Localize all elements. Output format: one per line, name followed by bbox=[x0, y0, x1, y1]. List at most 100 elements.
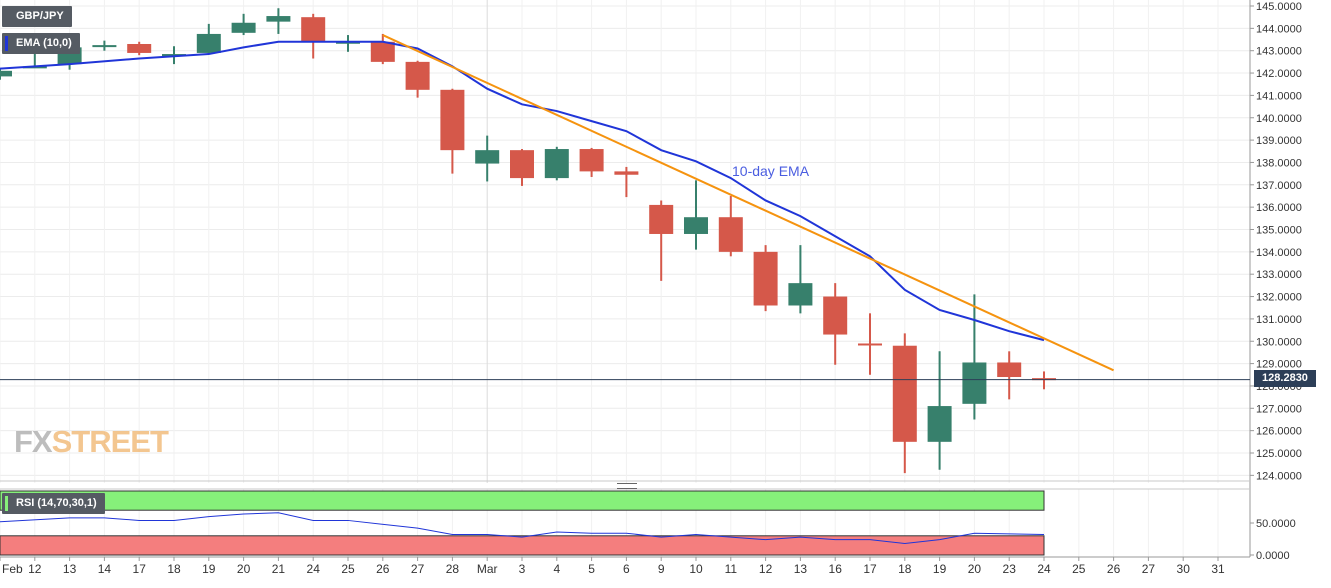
candle-body bbox=[997, 362, 1022, 378]
rsi-overbought-zone bbox=[0, 490, 1045, 511]
y-tick-label: 143.0000 bbox=[1256, 46, 1302, 58]
watermark-fx: FX bbox=[14, 424, 53, 459]
rsi-legend[interactable]: RSI (14,70,30,1) bbox=[2, 493, 105, 514]
x-tick-label: 5 bbox=[588, 562, 595, 576]
ema-label: EMA (10,0) bbox=[16, 37, 72, 49]
candle-body bbox=[823, 296, 848, 335]
x-tick-label: 31 bbox=[1211, 562, 1225, 576]
x-tick-label: 4 bbox=[553, 562, 560, 576]
x-tick-label: 10 bbox=[689, 562, 703, 576]
candle-body bbox=[962, 362, 987, 404]
ema-swatch bbox=[5, 36, 8, 51]
rsi-y-tick-label: 50.0000 bbox=[1256, 518, 1296, 530]
y-tick-label: 145.0000 bbox=[1256, 1, 1302, 13]
x-tick-label: 24 bbox=[307, 562, 321, 576]
y-tick-label: 142.0000 bbox=[1256, 68, 1302, 80]
candle-body bbox=[475, 150, 500, 164]
x-tick-label: 9 bbox=[658, 562, 665, 576]
x-tick-label: 30 bbox=[1177, 562, 1191, 576]
y-tick-label: 129.0000 bbox=[1256, 359, 1302, 371]
x-tick-label: 26 bbox=[1107, 562, 1121, 576]
candle-body bbox=[684, 217, 708, 234]
rsi-swatch bbox=[5, 496, 8, 511]
candle-body bbox=[718, 217, 743, 252]
x-tick-label: 17 bbox=[863, 562, 877, 576]
y-tick-label: 124.0000 bbox=[1256, 470, 1302, 482]
y-tick-label: 139.0000 bbox=[1256, 135, 1302, 147]
y-tick-label: 141.0000 bbox=[1256, 90, 1302, 102]
y-tick-label: 132.0000 bbox=[1256, 292, 1302, 304]
fxstreet-watermark: FXSTREET bbox=[14, 424, 169, 460]
candle-body bbox=[0, 70, 12, 77]
x-tick-label: 28 bbox=[446, 562, 460, 576]
x-tick-label: 13 bbox=[63, 562, 77, 576]
candle-body bbox=[440, 89, 465, 151]
y-tick-label: 133.0000 bbox=[1256, 269, 1302, 281]
rsi-y-tick-label: 0.0000 bbox=[1256, 550, 1290, 562]
x-tick-label: 20 bbox=[237, 562, 251, 576]
x-tick-label: Mar bbox=[477, 562, 498, 576]
y-tick-label: 138.0000 bbox=[1256, 157, 1302, 169]
x-tick-label: 19 bbox=[202, 562, 216, 576]
candle-body bbox=[92, 45, 117, 48]
x-tick-label: 26 bbox=[376, 562, 390, 576]
rsi-label: RSI (14,70,30,1) bbox=[16, 497, 97, 509]
y-tick-label: 127.0000 bbox=[1256, 403, 1302, 415]
candle-body bbox=[127, 43, 152, 53]
symbol-label: GBP/JPY bbox=[16, 10, 64, 22]
x-tick-label: 17 bbox=[133, 562, 147, 576]
candle-body bbox=[788, 283, 813, 306]
candle-body bbox=[927, 406, 952, 442]
candle-body bbox=[649, 204, 674, 234]
x-tick-label: 25 bbox=[341, 562, 355, 576]
y-tick-label: 136.0000 bbox=[1256, 202, 1302, 214]
x-tick-label: 12 bbox=[28, 562, 42, 576]
main-pane bbox=[0, 0, 1250, 483]
candle-body bbox=[301, 17, 326, 42]
x-tick-label: 13 bbox=[794, 562, 808, 576]
candle-body bbox=[753, 251, 778, 306]
ema-legend[interactable]: EMA (10,0) bbox=[2, 33, 80, 54]
resistance-trendline bbox=[382, 34, 1115, 372]
x-tick-label: 25 bbox=[1072, 562, 1086, 576]
candle-body bbox=[231, 22, 256, 33]
x-tick-label: Feb bbox=[2, 562, 23, 576]
x-tick-label: 11 bbox=[725, 562, 738, 576]
y-tick-label: 125.0000 bbox=[1256, 448, 1302, 460]
ema-line bbox=[0, 40, 1045, 342]
watermark-street: STREET bbox=[51, 424, 169, 459]
y-tick-label: 137.0000 bbox=[1256, 180, 1302, 192]
candle-body bbox=[370, 41, 395, 62]
candle-body bbox=[892, 345, 917, 442]
y-tick-label: 140.0000 bbox=[1256, 113, 1302, 125]
x-tick-label: 18 bbox=[167, 562, 181, 576]
x-tick-label: 3 bbox=[519, 562, 526, 576]
rsi-oversold-zone bbox=[0, 535, 1045, 556]
candle-body bbox=[579, 149, 604, 172]
x-tick-label: 6 bbox=[623, 562, 630, 576]
x-tick-label: 16 bbox=[829, 562, 843, 576]
candle-body bbox=[858, 343, 882, 346]
y-tick-label: 135.0000 bbox=[1256, 225, 1302, 237]
candle-body bbox=[196, 33, 221, 53]
y-tick-label: 131.0000 bbox=[1256, 314, 1302, 326]
y-tick-label: 130.0000 bbox=[1256, 336, 1302, 348]
x-tick-label: 12 bbox=[759, 562, 773, 576]
x-tick-label: 21 bbox=[272, 562, 286, 576]
y-tick-label: 134.0000 bbox=[1256, 247, 1302, 259]
x-tick-label: 18 bbox=[898, 562, 912, 576]
x-tick-label: 24 bbox=[1037, 562, 1051, 576]
current-price-tag: 128.2830 bbox=[1254, 370, 1316, 387]
pane-splitter-handle[interactable] bbox=[617, 483, 637, 489]
candle-body bbox=[614, 171, 639, 175]
symbol-legend[interactable]: GBP/JPY bbox=[2, 6, 72, 27]
x-tick-label: 23 bbox=[1003, 562, 1017, 576]
rsi-line bbox=[0, 512, 1045, 544]
x-tick-label: 19 bbox=[933, 562, 947, 576]
x-tick-label: 27 bbox=[1142, 562, 1156, 576]
candle-body bbox=[544, 149, 569, 179]
candle-body bbox=[405, 61, 430, 90]
candle-body bbox=[266, 16, 291, 22]
